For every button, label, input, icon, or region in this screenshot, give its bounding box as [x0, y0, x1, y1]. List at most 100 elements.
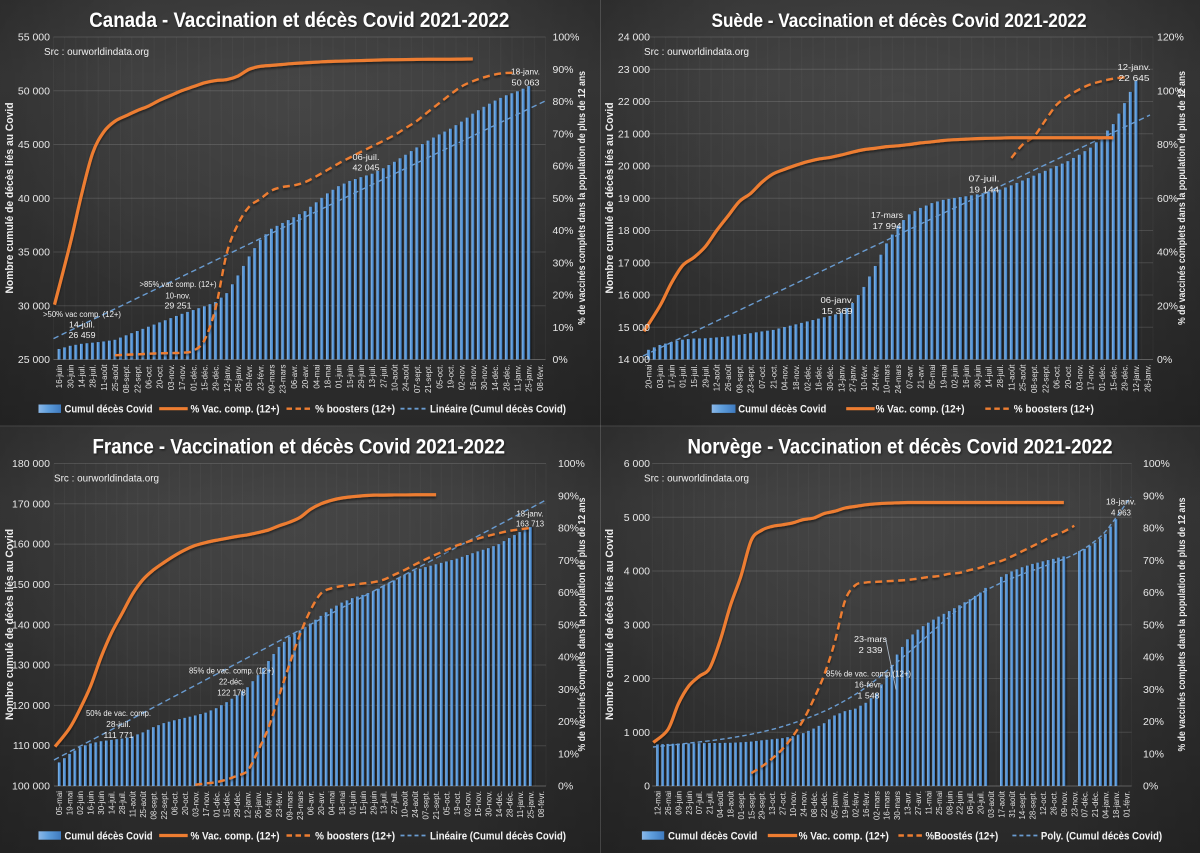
svg-text:22-sept.: 22-sept. [1041, 365, 1050, 394]
svg-text:16-nov.: 16-nov. [474, 791, 483, 817]
svg-text:90%: 90% [1143, 490, 1164, 502]
svg-text:18-janv.: 18-janv. [511, 67, 540, 77]
svg-text:70%: 70% [558, 555, 579, 567]
svg-text:05-janv.: 05-janv. [831, 791, 840, 819]
svg-text:02-déc.: 02-déc. [803, 365, 812, 391]
svg-text:19 144: 19 144 [969, 185, 999, 195]
svg-text:23-mars: 23-mars [296, 791, 305, 820]
svg-text:09-sept.: 09-sept. [735, 365, 744, 394]
svg-text:45 000: 45 000 [18, 139, 50, 151]
svg-text:07-déc.: 07-déc. [1081, 791, 1090, 817]
svg-text:11-janv.: 11-janv. [514, 365, 523, 392]
svg-text:Src : ourworldindata.org: Src : ourworldindata.org [644, 473, 749, 485]
svg-text:03-nov.: 03-nov. [191, 791, 200, 817]
svg-text:120 000: 120 000 [12, 700, 50, 712]
svg-text:17-mars: 17-mars [871, 210, 904, 220]
svg-text:55 000: 55 000 [18, 32, 50, 44]
svg-text:29-juin: 29-juin [369, 791, 378, 815]
svg-text:1 000: 1 000 [624, 727, 650, 739]
svg-text:06-juil.: 06-juil. [353, 152, 380, 162]
svg-text:08-déc.: 08-déc. [810, 791, 819, 817]
svg-text:18-nov.: 18-nov. [792, 365, 801, 391]
svg-text:90%: 90% [553, 64, 574, 76]
svg-text:Nombre cumulé de décès liés au: Nombre cumulé de décès liés au Covid [4, 529, 16, 720]
svg-text:02-nov.: 02-nov. [458, 365, 467, 391]
svg-text:20%: 20% [558, 716, 579, 728]
svg-text:21 000: 21 000 [618, 128, 650, 140]
svg-text:26-janv.: 26-janv. [254, 791, 263, 819]
svg-text:03-août: 03-août [987, 790, 996, 818]
svg-text:01-déc.: 01-déc. [1098, 365, 1107, 391]
svg-text:23-juin: 23-juin [685, 791, 694, 815]
svg-text:50%: 50% [1143, 619, 1164, 631]
svg-text:15-déc.: 15-déc. [200, 365, 209, 391]
svg-text:19-oct.: 19-oct. [453, 791, 462, 815]
svg-text:25-mai: 25-mai [935, 791, 944, 815]
svg-text:04-janv.: 04-janv. [1102, 791, 1111, 819]
svg-text:0%: 0% [553, 354, 568, 366]
svg-text:22-déc.: 22-déc. [820, 791, 829, 817]
svg-text:06-oct.: 06-oct. [170, 791, 179, 815]
svg-text:05-mai: 05-mai [55, 791, 64, 815]
svg-text:20-oct.: 20-oct. [156, 365, 165, 389]
svg-text:03-nov.: 03-nov. [167, 365, 176, 391]
svg-text:26-mai: 26-mai [664, 791, 673, 815]
svg-text:25-août: 25-août [1019, 364, 1028, 392]
svg-text:Linéaire (Cumul décès Covid): Linéaire (Cumul décès Covid) [430, 404, 566, 416]
svg-text:80%: 80% [1157, 139, 1178, 151]
svg-text:16-nov.: 16-nov. [469, 365, 478, 391]
svg-text:17-juin: 17-juin [667, 365, 676, 389]
svg-text:15 369: 15 369 [822, 306, 853, 316]
svg-text:05-oct.: 05-oct. [435, 365, 444, 389]
svg-text:27-juil.: 27-juil. [390, 791, 399, 814]
svg-text:07-oct.: 07-oct. [758, 365, 767, 389]
svg-text:50% de vac. comp.: 50% de vac. comp. [86, 708, 151, 718]
svg-text:09-févr.: 09-févr. [265, 791, 274, 817]
svg-text:22-sept.: 22-sept. [133, 365, 142, 394]
svg-text:01-déc.: 01-déc. [212, 791, 221, 817]
svg-text:15-sept.: 15-sept. [747, 791, 756, 820]
svg-text:140 000: 140 000 [12, 619, 50, 631]
svg-text:40%: 40% [1143, 652, 1164, 664]
svg-text:5 000: 5 000 [624, 512, 650, 524]
svg-text:17-nov.: 17-nov. [1087, 365, 1096, 391]
svg-text:2 000: 2 000 [624, 673, 650, 685]
svg-text:19-mai: 19-mai [939, 364, 948, 388]
svg-text:Nombre cumulé de décès liés au: Nombre cumulé de décès liés au Covid [604, 529, 616, 720]
svg-text:25 000: 25 000 [18, 354, 50, 366]
svg-text:90%: 90% [558, 490, 579, 502]
svg-text:06-juil.: 06-juil. [966, 791, 975, 814]
svg-text:35 000: 35 000 [18, 247, 50, 259]
svg-text:14-déc.: 14-déc. [495, 791, 504, 817]
svg-text:02-févr.: 02-févr. [851, 791, 860, 817]
svg-text:23-févr.: 23-févr. [275, 791, 284, 817]
svg-text:08-févr.: 08-févr. [537, 791, 546, 817]
svg-text:30-juin: 30-juin [97, 791, 106, 815]
svg-text:04-août: 04-août [716, 790, 725, 818]
svg-text:11-août: 11-août [100, 364, 109, 391]
svg-text:24 000: 24 000 [618, 32, 650, 44]
svg-text:19-mai: 19-mai [66, 791, 75, 815]
svg-text:20-juil.: 20-juil. [977, 791, 986, 814]
svg-text:28-déc.: 28-déc. [505, 791, 514, 817]
svg-text:20-oct.: 20-oct. [1064, 365, 1073, 389]
svg-text:17 000: 17 000 [618, 257, 650, 269]
svg-text:20%: 20% [553, 290, 574, 302]
svg-text:26-oct.: 26-oct. [1049, 791, 1058, 815]
svg-text:06-avr.: 06-avr. [306, 791, 315, 815]
svg-text:110 000: 110 000 [13, 740, 50, 752]
svg-text:100%: 100% [1143, 458, 1170, 470]
svg-text:% de vaccinés complets dans l: % de vaccinés complets dans la populatio… [1177, 71, 1188, 325]
svg-text:16-mars: 16-mars [883, 791, 892, 820]
svg-text:14-déc.: 14-déc. [491, 365, 500, 391]
svg-text:16-déc.: 16-déc. [815, 365, 824, 391]
svg-text:22-sept.: 22-sept. [160, 791, 169, 820]
svg-text:4 000: 4 000 [624, 566, 650, 578]
svg-text:08-sept.: 08-sept. [149, 791, 158, 820]
svg-text:15-déc.: 15-déc. [1109, 365, 1118, 391]
svg-text:% de vaccinés complets dans l: % de vaccinés complets dans la populatio… [577, 71, 588, 325]
svg-text:21-oct.: 21-oct. [769, 365, 778, 389]
svg-text:30-nov.: 30-nov. [484, 791, 493, 817]
svg-text:30-mars: 30-mars [893, 791, 902, 820]
svg-text:12-oct.: 12-oct. [1039, 791, 1048, 815]
